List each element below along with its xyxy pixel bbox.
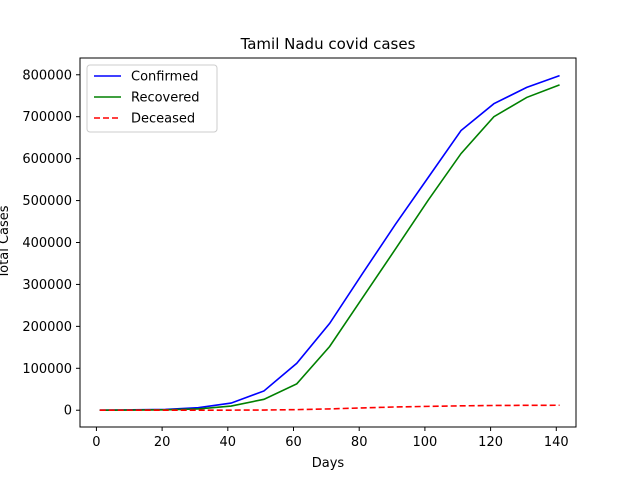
legend-box [86,64,218,133]
y-tick-label: 100000 [22,362,72,377]
x-tick-label: 40 [220,435,237,450]
y-tick-label: 800000 [22,68,72,83]
y-tick-label: 600000 [22,152,72,167]
y-axis-label: Total Cases [0,205,12,279]
chart-title: Tamil Nadu covid cases [240,35,416,53]
y-tick-label: 0 [64,404,72,419]
x-axis-ticks: 0 20 40 60 80 100 120 140 [92,427,569,450]
x-tick-label: 100 [412,435,437,450]
x-tick-label: 0 [92,435,100,450]
series-line-deceased [99,404,560,412]
x-tick-label: 140 [544,435,569,450]
y-tick-label: 500000 [22,194,72,209]
y-tick-label: 300000 [22,278,72,293]
x-tick-label: 60 [285,435,302,450]
y-tick-label: 200000 [22,320,72,335]
legend-label-deceased: Deceased [131,112,195,127]
x-axis-label: Days [312,456,345,471]
legend: Confirmed Recovered Deceased [86,64,218,133]
x-tick-label: 20 [154,435,171,450]
x-tick-label: 120 [478,435,503,450]
y-axis-ticks: 0 100000 200000 300000 400000 500000 600000 700… [22,68,80,419]
legend-label-recovered: Recovered [131,91,200,106]
x-tick-label: 80 [351,435,368,450]
y-tick-label: 400000 [22,236,72,251]
legend-label-confirmed: Confirmed [131,70,199,85]
plot-lines [99,74,560,412]
y-tick-label: 700000 [22,110,72,125]
